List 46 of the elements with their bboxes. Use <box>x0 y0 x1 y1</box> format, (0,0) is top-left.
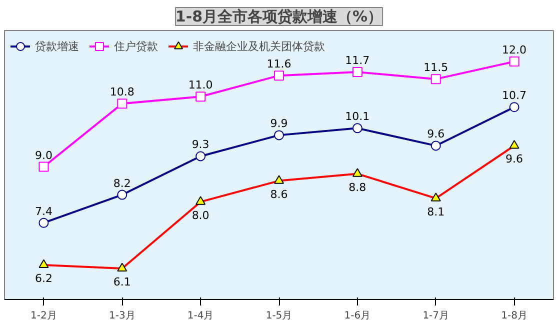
data-label: 6.1 <box>113 275 131 288</box>
data-label: 11.5 <box>424 61 448 74</box>
point <box>352 67 362 78</box>
data-label: 8.0 <box>192 208 210 222</box>
point <box>430 74 441 84</box>
data-label: 10.7 <box>502 89 527 102</box>
point <box>509 56 520 67</box>
data-label: 8.2 <box>113 176 131 190</box>
x-tick-label: 1-2月 <box>30 310 57 322</box>
legend-label: 贷款增速 <box>35 38 79 54</box>
point <box>352 123 362 134</box>
point <box>196 92 206 102</box>
point <box>509 102 520 112</box>
x-tick-label: 1-8月 <box>501 310 528 322</box>
data-label: 11.0 <box>188 78 213 92</box>
data-label: 6.2 <box>34 272 52 285</box>
legend-label: 住户贷款 <box>114 38 158 54</box>
x-tick-label: 1-5月 <box>266 310 292 322</box>
point <box>117 98 128 109</box>
data-label: 9.3 <box>192 138 210 152</box>
point <box>274 130 284 140</box>
point <box>196 151 206 162</box>
data-label: 9.9 <box>270 117 288 130</box>
chart-title: 1-8月全市各项贷款增速（%） <box>175 8 383 26</box>
data-label: 10.1 <box>345 110 370 124</box>
data-label: 8.1 <box>427 205 445 218</box>
data-label: 8.6 <box>270 188 288 201</box>
data-label: 11.7 <box>345 54 370 68</box>
x-tick-label: 1-6月 <box>344 310 371 322</box>
data-label: 10.8 <box>110 86 134 99</box>
point <box>430 140 441 151</box>
data-label: 9.6 <box>506 152 524 166</box>
x-tick-label: 1-4月 <box>187 310 214 322</box>
legend-label: 非金融企业及机关团体贷款 <box>193 38 325 54</box>
data-label: 11.6 <box>266 58 292 71</box>
data-label: 9.0 <box>34 148 52 162</box>
data-label: 9.6 <box>427 128 445 141</box>
x-tick-label: 1-3月 <box>108 310 136 322</box>
data-label: 12.0 <box>502 44 527 57</box>
point <box>274 70 284 81</box>
data-label: 8.8 <box>348 180 366 194</box>
point <box>117 190 128 200</box>
x-tick-label: 1-7月 <box>422 310 450 322</box>
point <box>38 218 49 228</box>
data-label: 7.4 <box>34 204 52 218</box>
point <box>38 162 49 172</box>
